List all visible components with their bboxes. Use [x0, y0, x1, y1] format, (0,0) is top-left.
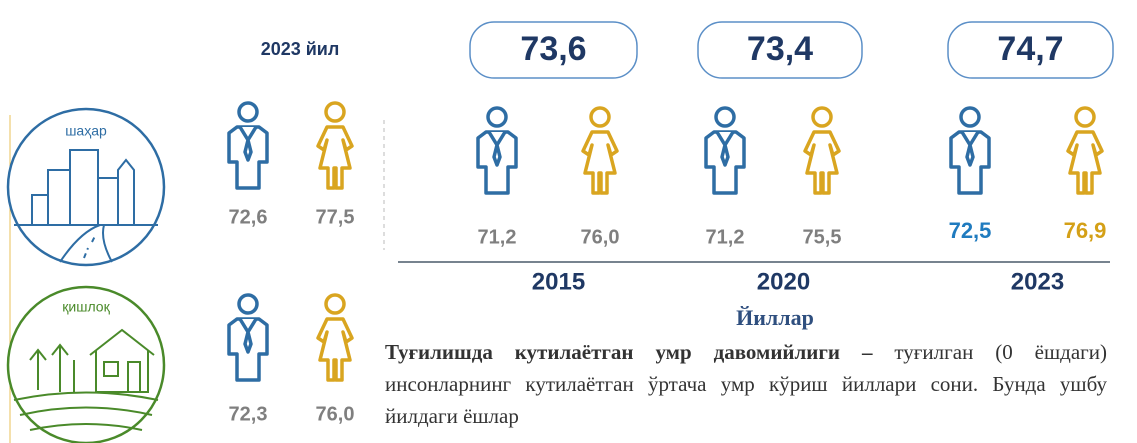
male-icon: [951, 108, 989, 193]
head: [239, 103, 257, 121]
urban-female-value: 77,5: [316, 206, 355, 228]
head: [239, 295, 257, 313]
page: шаҳар қишлоқ 2023 йил 72,6 77,5 72,3 76,…: [0, 0, 1137, 443]
female-icon: [583, 108, 617, 193]
total-value: 73,6: [520, 30, 586, 68]
urban-male-value: 72,6: [229, 206, 268, 228]
body: [583, 132, 617, 193]
male-value: 72,5: [949, 218, 992, 243]
year-label: 2023: [1011, 268, 1064, 295]
axis-label: Йиллар: [736, 305, 814, 330]
total-value: 74,7: [997, 30, 1063, 68]
female-icon: [1068, 108, 1102, 193]
head: [1076, 108, 1094, 126]
head: [326, 103, 344, 121]
female-icon: [318, 103, 352, 188]
female-icon: [805, 108, 839, 193]
definition: Туғилишда кутилаётган умр давомийлиги – …: [385, 336, 1107, 432]
male-value: 71,2: [706, 226, 745, 248]
rural-icon: қишлоқ: [8, 287, 164, 443]
year-label: 2015: [532, 268, 585, 295]
head: [716, 108, 734, 126]
rural-female-value: 76,0: [316, 403, 355, 425]
male-icon: [706, 108, 744, 193]
body: [805, 132, 839, 193]
urban-label: шаҳар: [65, 123, 107, 139]
definition-term: Туғилишда кутилаётган умр давомийлиги –: [385, 340, 872, 364]
male-icon: [229, 103, 267, 188]
female-icon: [318, 295, 352, 380]
rural-label: қишлоқ: [62, 299, 110, 315]
urban-icon: шаҳар: [8, 109, 164, 265]
year-label: 2020: [757, 268, 810, 295]
head: [813, 108, 831, 126]
year-title: 2023 йил: [261, 39, 340, 59]
total-value: 73,4: [747, 30, 813, 68]
body: [1068, 132, 1102, 193]
body: [318, 319, 352, 380]
head: [326, 295, 344, 313]
female-value: 75,5: [803, 226, 842, 248]
head: [591, 108, 609, 126]
head: [961, 108, 979, 126]
rural-male-value: 72,3: [229, 403, 268, 425]
male-icon: [478, 108, 516, 193]
female-value: 76,9: [1064, 218, 1107, 243]
female-value: 76,0: [581, 226, 620, 248]
head: [488, 108, 506, 126]
body: [318, 127, 352, 188]
male-icon: [229, 295, 267, 380]
male-value: 71,2: [478, 226, 517, 248]
